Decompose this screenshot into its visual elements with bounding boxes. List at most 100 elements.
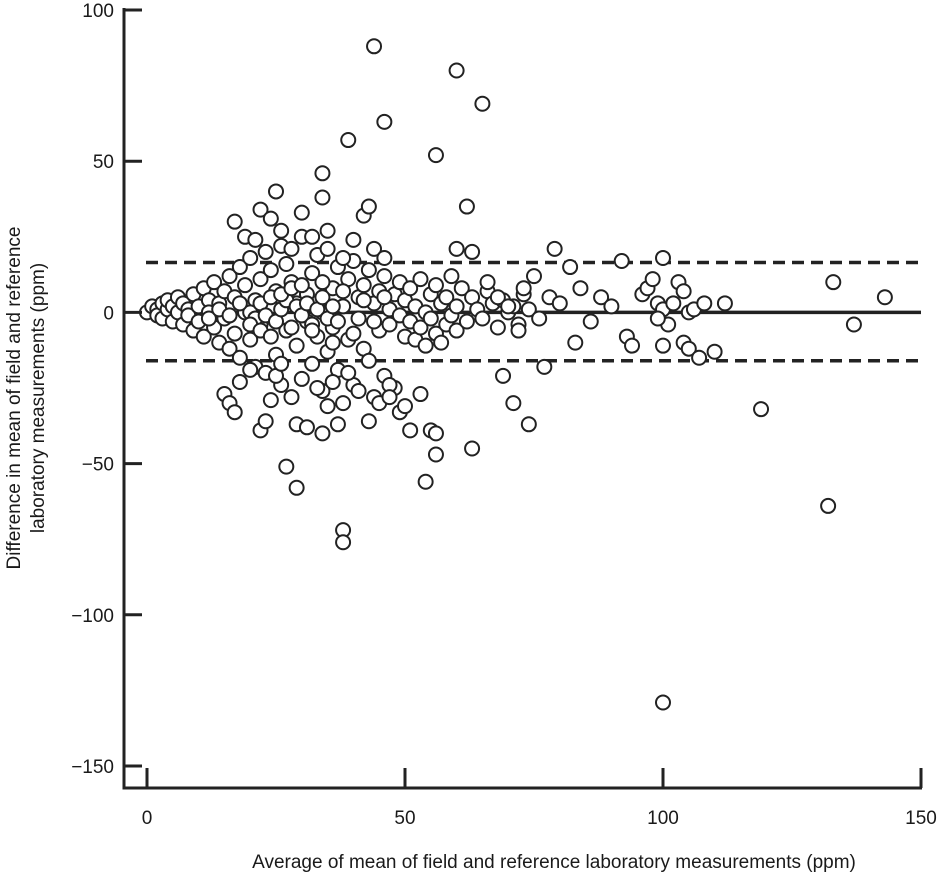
data-point <box>293 204 310 221</box>
data-point <box>433 334 450 351</box>
x-tick-label: 50 <box>394 808 415 829</box>
data-point <box>546 240 563 257</box>
data-point <box>314 165 331 182</box>
data-point <box>319 240 336 257</box>
data-point <box>551 295 568 312</box>
x-tick-label: 100 <box>647 808 679 829</box>
data-point <box>345 231 362 248</box>
data-point <box>293 370 310 387</box>
data-point <box>412 319 429 336</box>
data-point <box>293 277 310 294</box>
data-point <box>226 404 243 421</box>
data-point <box>231 373 248 390</box>
data-point <box>464 243 481 260</box>
data-point <box>572 280 589 297</box>
data-point <box>206 274 223 291</box>
y-tick-label: −150 <box>71 757 114 778</box>
data-point <box>366 313 383 330</box>
data-point <box>448 322 465 339</box>
data-point <box>675 283 692 300</box>
data-point <box>876 289 893 306</box>
data-point <box>417 337 434 354</box>
data-point <box>309 380 326 396</box>
ticks: −150 −100 −50 0 50 100 0 50 100 150 <box>71 1 937 829</box>
data-point <box>562 259 579 276</box>
y-tick-label: 100 <box>82 1 114 22</box>
data-point <box>231 295 248 312</box>
data-point <box>360 413 377 430</box>
axes <box>122 8 922 790</box>
data-point <box>273 355 290 372</box>
data-point <box>247 231 264 248</box>
data-point <box>510 322 527 339</box>
data-point <box>691 349 708 366</box>
data-point <box>644 271 661 288</box>
data-points <box>139 38 893 711</box>
data-point <box>381 389 398 406</box>
data-point <box>489 289 506 306</box>
data-point <box>649 310 666 327</box>
data-point <box>329 313 346 330</box>
data-point <box>252 271 269 288</box>
data-point <box>288 337 305 354</box>
data-point <box>613 252 630 269</box>
data-point <box>448 298 465 315</box>
data-point <box>221 307 238 324</box>
data-point <box>500 298 517 315</box>
y-axis-title-line-2: laboratory measurements (ppm) <box>28 263 49 533</box>
data-point <box>655 337 671 354</box>
data-point <box>489 319 506 336</box>
data-point <box>278 458 295 475</box>
data-point <box>324 373 341 390</box>
data-point <box>242 361 259 378</box>
data-point <box>603 298 620 315</box>
data-point <box>304 355 321 372</box>
data-point <box>448 62 465 79</box>
data-point <box>262 262 279 279</box>
data-point <box>505 395 522 412</box>
data-point <box>397 398 413 415</box>
data-point <box>262 210 279 227</box>
data-point <box>376 289 393 306</box>
data-point <box>262 328 279 345</box>
data-point <box>273 222 290 239</box>
data-point <box>345 325 362 342</box>
data-point <box>221 268 238 285</box>
data-point <box>402 280 419 297</box>
data-point <box>257 413 274 430</box>
data-point <box>335 249 352 266</box>
data-point <box>458 313 475 330</box>
data-point <box>350 383 367 400</box>
data-point <box>412 271 429 288</box>
data-point <box>283 389 300 406</box>
data-point <box>226 325 243 342</box>
y-tick-label: 0 <box>103 303 114 324</box>
data-point <box>278 256 295 273</box>
data-point <box>593 289 610 306</box>
data-point <box>360 352 377 369</box>
data-point <box>226 213 243 230</box>
data-point <box>319 222 336 239</box>
data-point <box>335 283 352 300</box>
x-axis-title: Average of mean of field and reference l… <box>252 852 856 873</box>
data-point <box>366 38 383 55</box>
data-point <box>314 289 331 306</box>
data-point <box>531 310 548 327</box>
data-point <box>515 280 532 297</box>
y-axis-title-line-1: Difference in mean of field and referenc… <box>4 227 25 570</box>
data-point <box>324 334 341 351</box>
data-point <box>376 113 393 130</box>
data-point <box>464 440 481 457</box>
data-point <box>304 228 321 245</box>
data-point <box>495 367 512 384</box>
data-point <box>453 280 470 297</box>
data-point <box>355 277 372 294</box>
data-point <box>195 328 212 345</box>
data-point <box>665 295 682 312</box>
data-point <box>412 386 429 403</box>
data-point <box>314 274 331 291</box>
data-point <box>417 473 434 490</box>
data-point <box>427 425 444 442</box>
data-point <box>324 298 341 315</box>
data-point <box>360 262 377 279</box>
